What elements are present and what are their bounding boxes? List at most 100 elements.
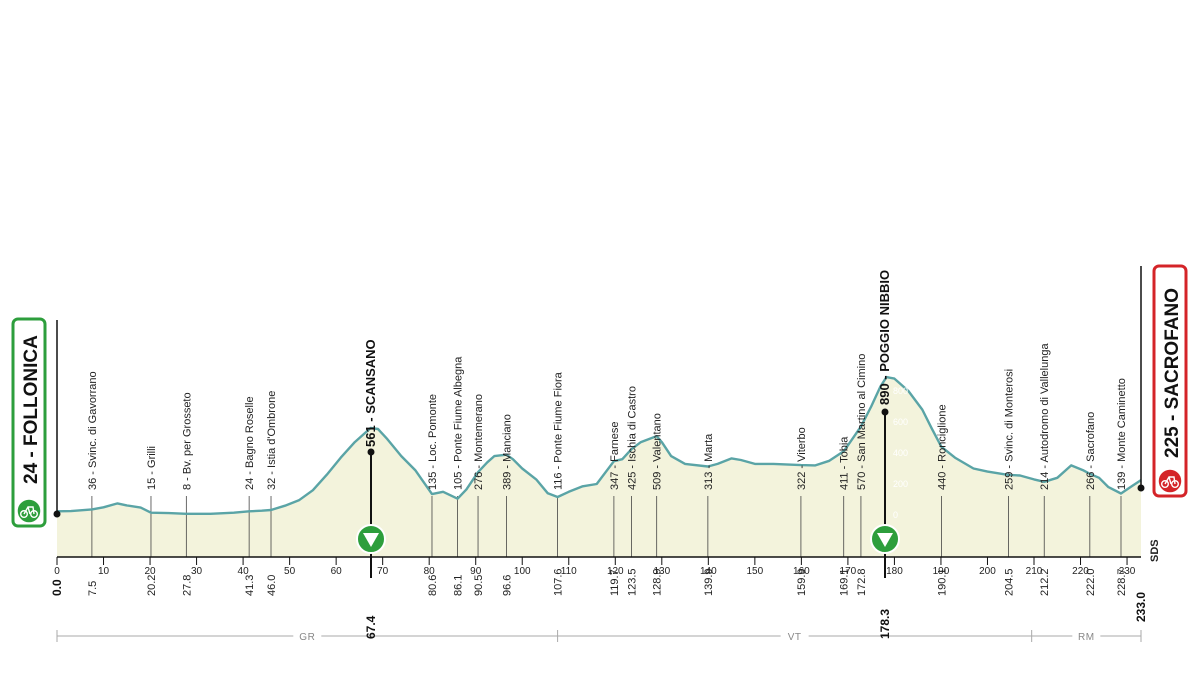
waypoint-km: 107.6 [553, 568, 565, 596]
bicycle-icon [1160, 476, 1179, 489]
waypoint-km: 169.1 [839, 568, 851, 596]
climb-label: 561 - SCANSANO [363, 339, 378, 447]
region-label-bg [1072, 630, 1101, 642]
x-tick-label: 10 [98, 566, 110, 577]
waypoint-label: 32 - Istia d'Ombrone [266, 391, 278, 490]
x-tick-label: 140 [700, 566, 717, 577]
waypoint-label: 266 - Sacrofano [1085, 412, 1097, 490]
waypoint-km: 123.5 [627, 568, 639, 596]
x-tick-label: 70 [377, 566, 389, 577]
elevation-scale-label: 200 [893, 479, 908, 489]
waypoint-label: 139 - Monte Caminetto [1116, 378, 1128, 490]
climb-scansano: 561 - SCANSANO 67.4 [356, 339, 386, 639]
x-tick-label: 190 [933, 566, 950, 577]
x-tick-label: 100 [514, 566, 531, 577]
region-label: RM [1078, 632, 1095, 643]
waypoint-km: 41.3 [244, 575, 256, 596]
elevation-line [56, 375, 1142, 515]
waypoint-label: 440 - Ronciglione [936, 404, 948, 490]
x-tick-label: 90 [470, 566, 482, 577]
elevation-area [57, 377, 1141, 557]
x-tick-label: 20 [144, 566, 156, 577]
region-label: VT [788, 632, 802, 643]
waypoint-label: 135 - Loc. Pomonte [427, 394, 439, 490]
x-tick-label: 110 [561, 566, 577, 577]
start-badge: 24 - FOLLONICA 0.0 [11, 317, 64, 596]
waypoint-label: 214 - Autodromo di Vallelunga [1039, 343, 1051, 490]
waypoint-km: 96.6 [501, 575, 513, 596]
x-tick-label: 220 [1072, 566, 1089, 577]
x-tick-label: 50 [284, 566, 296, 577]
waypoint-km: 128.9 [652, 568, 664, 596]
waypoint-km: 172.8 [856, 568, 868, 596]
finish-km: 233.0 [1134, 592, 1148, 622]
region-label-bg [780, 630, 809, 642]
waypoint-km: 119.7 [609, 569, 621, 596]
start-box [11, 317, 47, 528]
finish-label: 225 - SACROFANO [1162, 288, 1183, 458]
waypoint-label: 24 - Bagno Roselle [244, 396, 256, 490]
sds-logo: SDS [1149, 539, 1161, 562]
x-tick-label: 60 [331, 566, 343, 577]
waypoint-label: 389 - Manciano [501, 414, 513, 490]
waypoint-km: 222.0 [1085, 568, 1097, 596]
x-tick-label: 210 [1026, 566, 1043, 577]
climb-km: 178.3 [878, 609, 892, 639]
climb-label: 890 - POGGIO NIBBIO [877, 270, 892, 405]
region-label-bg [293, 630, 322, 642]
waypoint-km: 27.8 [181, 575, 193, 596]
waypoint-km: 204.5 [1003, 568, 1015, 596]
waypoint-km: 86.1 [453, 575, 465, 596]
x-tick-label: 200 [979, 566, 996, 577]
waypoint-km: 20.2 [146, 575, 158, 596]
waypoint-km: 46.0 [266, 575, 278, 596]
triangle-down-icon [877, 533, 893, 547]
x-tick-label: 40 [238, 566, 250, 577]
x-tick-label: 130 [653, 566, 670, 577]
x-tick-label: 160 [793, 566, 810, 577]
waypoint-label: 36 - Svinc. di Gavorrano [87, 371, 99, 490]
x-tick-label: 30 [191, 566, 203, 577]
waypoint-label: 105 - Ponte Fiume Albegna [453, 356, 465, 490]
region-label: GR [299, 632, 315, 643]
x-tick-label: 170 [840, 566, 857, 577]
waypoint-km: 7.5 [87, 581, 99, 596]
waypoint-km: 212.2 [1039, 568, 1051, 596]
start-label: 24 - FOLLONICA [21, 335, 42, 484]
waypoint-km: 90.5 [473, 575, 485, 596]
waypoint-label: 8 - Bv. per Grosseto [181, 392, 193, 490]
x-tick-label: 0 [54, 566, 60, 577]
waypoint-label: 425 - Ischia di Castro [627, 386, 639, 490]
climb-top-point [367, 448, 375, 456]
finish-badge: 225 - SACROFANO 233.0 SDS [1134, 264, 1188, 622]
waypoint-label: 15 - Grilli [146, 446, 158, 490]
elevation-scale-label: 600 [893, 417, 908, 427]
finish-box [1152, 264, 1188, 498]
waypoint-label: 509 - Valentano [652, 413, 664, 490]
waypoint-label: 116 - Ponte Fiume Fiora [553, 371, 565, 490]
waypoint-label: 322 - Viterbo [796, 427, 808, 490]
bicycle-icon [20, 506, 39, 519]
x-tick-label: 230 [1119, 566, 1136, 577]
triangle-down-icon [363, 533, 379, 547]
x-tick-label: 150 [747, 566, 764, 577]
elevation-scale-label: 800 [893, 386, 908, 396]
climb-km: 67.4 [364, 615, 378, 639]
waypoint-label: 276 - Montemerano [473, 394, 485, 490]
elevation-scale-label: 400 [893, 448, 908, 458]
waypoint-label: 347 - Farnese [609, 422, 621, 490]
waypoint-km: 159.9 [796, 568, 808, 596]
waypoint-km: 139.9 [703, 568, 715, 596]
waypoint-km: 80.6 [427, 575, 439, 596]
x-tick-label: 80 [424, 566, 436, 577]
waypoint-km: 228.7 [1116, 568, 1128, 596]
start-point [53, 510, 61, 518]
waypoint-km: 190.1 [936, 568, 948, 596]
start-km: 0.0 [50, 579, 64, 596]
climb-poggio-nibbio: 890 - POGGIO NIBBIO 178.3 [870, 270, 900, 639]
waypoint-label: 313 - Marta [703, 433, 715, 490]
waypoint-label: 259 - Svinc. di Monterosi [1003, 369, 1015, 490]
waypoint-label: 411 - Tobia [839, 436, 851, 490]
